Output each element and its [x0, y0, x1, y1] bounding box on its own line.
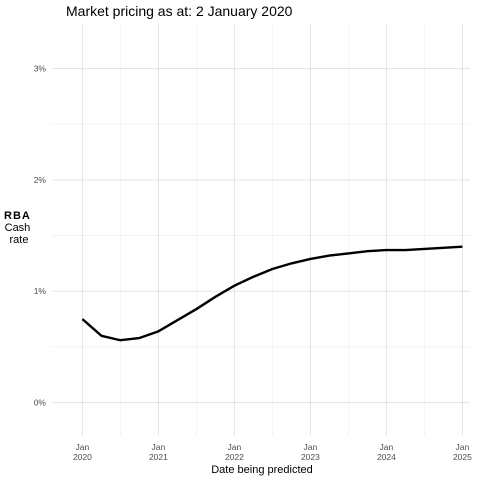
y-tick-label: 3% [34, 64, 47, 74]
x-tick-label: Jan 2024 [377, 442, 396, 462]
y-tick-label: 0% [34, 398, 47, 408]
y-axis-title-line-3: rate [10, 234, 29, 246]
y-tick-label: 1% [34, 286, 47, 296]
x-tick-label-line: 2023 [301, 452, 320, 462]
y-axis-title-line-1: RBA [4, 210, 31, 222]
y-axis-title: RBA Cash rate [4, 210, 34, 246]
y-axis-title-line-2: Cash [5, 222, 31, 234]
x-tick-label: Jan 2022 [225, 442, 244, 462]
series-line [81, 245, 463, 342]
x-tick-label-line: Jan [380, 442, 394, 452]
x-tick-label-line: Jan [304, 442, 318, 452]
chart-title: Market pricing as at: 2 January 2020 [66, 3, 293, 19]
x-tick-label-line: Jan [152, 442, 166, 452]
x-tick-label-line: Jan [76, 442, 90, 452]
x-tick-label: Jan 2023 [301, 442, 320, 462]
x-tick-label: Jan 2025 [453, 442, 472, 462]
x-tick-label-line: 2021 [149, 452, 168, 462]
grid [52, 24, 470, 436]
x-tick-label-line: 2025 [453, 452, 472, 462]
x-tick-label: Jan 2021 [149, 442, 168, 462]
x-tick-label-line: 2024 [377, 452, 396, 462]
x-axis-title: Date being predicted [211, 464, 313, 476]
x-tick-label-line: 2022 [225, 452, 244, 462]
x-tick-label-line: Jan [456, 442, 470, 452]
y-axis-ticks: 0% 1% 2% 3% [34, 64, 47, 408]
series-layer [81, 245, 463, 342]
x-tick-label: Jan 2020 [73, 442, 92, 462]
y-tick-label: 2% [34, 175, 47, 185]
x-tick-label-line: Jan [228, 442, 242, 452]
x-tick-label-line: 2020 [73, 452, 92, 462]
